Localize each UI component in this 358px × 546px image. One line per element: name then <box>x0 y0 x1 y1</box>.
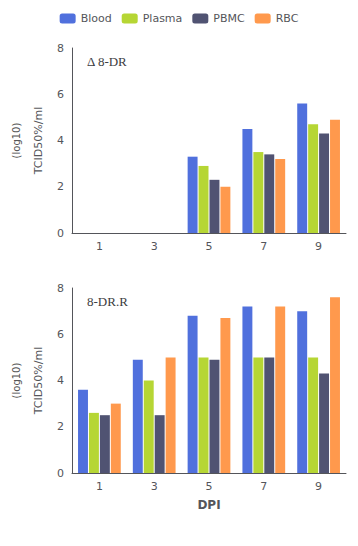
svg-text:6: 6 <box>57 88 64 101</box>
svg-text:(log10): (log10) <box>11 363 22 399</box>
svg-text:6: 6 <box>57 328 64 341</box>
svg-text:4: 4 <box>57 374 64 387</box>
svg-text:3: 3 <box>151 240 158 253</box>
svg-text:Blood: Blood <box>81 12 112 25</box>
svg-text:7: 7 <box>260 480 267 493</box>
svg-text:Plasma: Plasma <box>143 12 183 25</box>
svg-text:9: 9 <box>315 480 322 493</box>
svg-text:0: 0 <box>57 467 64 480</box>
svg-text:5: 5 <box>206 240 213 253</box>
svg-text:(log10): (log10) <box>11 123 22 159</box>
svg-text:TCID50%/ml: TCID50%/ml <box>32 347 45 415</box>
svg-text:TCID50%/ml: TCID50%/ml <box>32 107 45 175</box>
svg-text:2: 2 <box>57 180 64 193</box>
svg-text:7: 7 <box>260 240 267 253</box>
svg-text:4: 4 <box>57 134 64 147</box>
svg-text:PBMC: PBMC <box>213 12 245 25</box>
svg-text:3: 3 <box>151 480 158 493</box>
svg-text:1: 1 <box>96 240 103 253</box>
svg-text:8-DR.R: 8-DR.R <box>87 294 128 309</box>
svg-text:0: 0 <box>57 227 64 240</box>
svg-text:DPI: DPI <box>197 498 220 512</box>
svg-text:5: 5 <box>206 480 213 493</box>
svg-text:9: 9 <box>315 240 322 253</box>
svg-text:2: 2 <box>57 420 64 433</box>
svg-text:8: 8 <box>57 42 64 55</box>
svg-text:RBC: RBC <box>276 12 299 25</box>
svg-text:8: 8 <box>57 282 64 295</box>
svg-text:Δ 8-DR: Δ 8-DR <box>87 54 127 69</box>
svg-text:1: 1 <box>96 480 103 493</box>
